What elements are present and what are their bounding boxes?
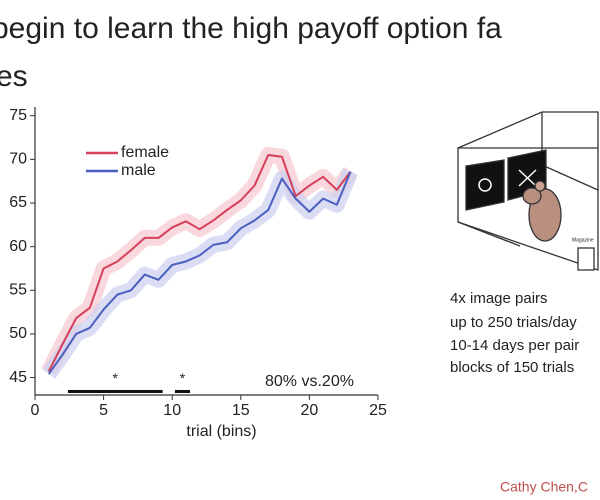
task-line: 10-14 days per pair bbox=[450, 337, 579, 354]
x-axis-label: trial (bins) bbox=[186, 423, 256, 440]
x-tick-label: 25 bbox=[369, 402, 387, 419]
series-line bbox=[47, 171, 352, 375]
slide-title: es bbox=[0, 60, 28, 93]
significance-label: * bbox=[113, 370, 119, 386]
series-line bbox=[47, 154, 352, 372]
legend-label: female bbox=[121, 144, 169, 161]
y-tick-label: 50 bbox=[9, 325, 27, 342]
task-line: blocks of 150 trials bbox=[450, 359, 574, 376]
y-tick-label: 70 bbox=[9, 151, 27, 168]
y-tick-label: 65 bbox=[9, 194, 27, 211]
x-tick-label: 0 bbox=[31, 402, 40, 419]
x-tick-label: 20 bbox=[301, 402, 319, 419]
significance-label: * bbox=[180, 370, 186, 386]
slide-title: begin to learn the high payoff option fa bbox=[0, 12, 502, 45]
task-line: up to 250 trials/day bbox=[450, 314, 577, 331]
x-tick-label: 15 bbox=[232, 402, 250, 419]
chart: 45 50 55 60 65 70 75 0 5 10 15 20 25 trial (bins) fema… bbox=[9, 107, 387, 440]
y-tick-label: 45 bbox=[9, 369, 27, 386]
apparatus bbox=[457, 111, 599, 271]
credit: Cathy Chen,C bbox=[500, 479, 588, 495]
annotation: 80% vs.20% bbox=[265, 373, 354, 390]
y-tick-label: 55 bbox=[9, 281, 27, 298]
y-tick-label: 75 bbox=[9, 107, 27, 124]
y-tick-label: 60 bbox=[9, 238, 27, 255]
x-tick-label: 10 bbox=[163, 402, 181, 419]
task-line: 4x image pairs bbox=[450, 290, 548, 307]
x-tick-label: 5 bbox=[99, 402, 108, 419]
legend-label: male bbox=[121, 162, 156, 179]
figure-label: Magazine bbox=[572, 237, 594, 243]
